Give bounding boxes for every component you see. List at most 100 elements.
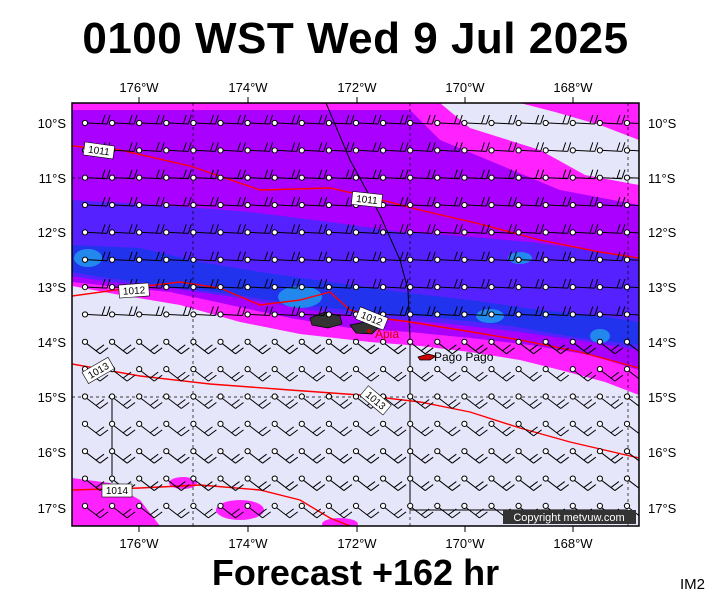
lat-label-right: 13°S <box>648 280 677 295</box>
lon-label-top: 170°W <box>445 80 485 95</box>
wind-barb <box>217 169 246 181</box>
wind-barb <box>298 420 326 437</box>
wind-barb <box>190 142 219 154</box>
wind-barb <box>244 251 274 263</box>
wind-barb <box>271 114 301 127</box>
wind-barb <box>461 306 490 318</box>
wind-barb <box>569 448 597 464</box>
wind-barb <box>163 306 192 318</box>
wind-barb <box>488 224 517 236</box>
wind-barb <box>569 169 599 181</box>
wind-barb <box>109 169 138 181</box>
wind-barb <box>298 251 328 263</box>
wind-barb <box>488 169 517 181</box>
wind-barb <box>298 338 326 355</box>
wind-barb <box>380 338 407 355</box>
wind-barb <box>596 475 624 491</box>
wind-barb <box>325 338 353 355</box>
wind-barb <box>190 393 217 409</box>
isobar-label: 1011 <box>82 141 116 160</box>
lon-label-top: 174°W <box>228 80 268 95</box>
wind-barb <box>623 284 639 291</box>
wind-barb <box>434 196 463 209</box>
wind-barb <box>407 196 436 209</box>
wind-barb <box>434 366 461 382</box>
wind-barb <box>352 251 382 263</box>
wind-barb <box>244 196 274 209</box>
wind-barb <box>623 256 639 263</box>
wind-barb <box>569 475 597 491</box>
wind-barb <box>515 448 542 464</box>
wind-barb <box>190 114 219 127</box>
wind-barb <box>217 338 244 355</box>
wind-barb <box>163 169 192 181</box>
lat-label-left: 16°S <box>38 445 67 460</box>
wind-barb <box>569 278 599 291</box>
wind-barb <box>488 366 515 382</box>
wind-barb <box>81 420 109 437</box>
wind-barb <box>217 420 244 437</box>
lat-label-right: 11°S <box>648 171 676 186</box>
wind-barb <box>461 278 490 291</box>
wind-barb <box>325 251 355 263</box>
wind-barb <box>298 142 328 154</box>
wind-barb <box>190 306 219 318</box>
wind-barb <box>352 224 382 236</box>
wind-barb <box>271 251 301 263</box>
map-frame <box>71 102 640 527</box>
wind-barb <box>407 475 434 491</box>
wind-barb <box>81 393 109 409</box>
wind-barb <box>352 114 382 127</box>
wind-barb <box>190 224 219 236</box>
wind-barb <box>488 448 515 464</box>
wind-barb <box>136 393 163 409</box>
wind-barb <box>515 196 545 209</box>
copyright-text: Copyright metvuw.com <box>513 512 624 524</box>
wind-barb <box>515 224 545 236</box>
wind-barb <box>298 196 328 209</box>
svg-text:1012: 1012 <box>123 285 146 298</box>
lat-label-left: 15°S <box>38 390 67 405</box>
wind-barb <box>569 142 599 154</box>
wind-barb <box>596 393 624 409</box>
wind-barb <box>488 475 515 491</box>
wind-barb <box>542 142 572 154</box>
wind-barb <box>352 502 380 519</box>
wind-barb <box>434 502 461 519</box>
wind-barb <box>217 393 244 409</box>
wind-barb <box>163 142 192 154</box>
wind-barb <box>271 420 298 437</box>
wind-barb <box>163 114 192 127</box>
wind-barb <box>163 251 192 263</box>
wind-barb <box>461 142 490 154</box>
wind-barb <box>623 448 639 462</box>
wind-barb <box>434 475 461 491</box>
wind-barb <box>515 169 545 181</box>
wind-barb <box>623 174 639 181</box>
wind-barb <box>380 142 409 154</box>
isobar-label: 1012 <box>118 282 150 299</box>
wind-barb <box>434 251 463 263</box>
wind-barb <box>163 448 190 464</box>
wind-barb <box>298 114 328 127</box>
wind-barb <box>488 338 515 355</box>
wind-barb <box>380 502 407 519</box>
wind-barb <box>190 338 217 355</box>
wind-barb <box>109 420 136 437</box>
wind-barb <box>515 338 542 355</box>
wind-barb <box>542 420 569 437</box>
wind-barb <box>596 169 626 181</box>
wind-barb <box>461 475 488 491</box>
wind-barb <box>271 502 298 519</box>
wind-barb <box>596 278 626 291</box>
wind-barb <box>163 196 192 209</box>
wind-barb <box>407 366 434 382</box>
svg-text:1014: 1014 <box>106 486 129 497</box>
wind-barb <box>407 142 436 154</box>
wind-barb <box>271 366 298 382</box>
wind-barb <box>407 224 436 236</box>
wind-barb <box>136 338 163 355</box>
wind-barb <box>244 114 274 127</box>
wind-barb <box>542 366 569 382</box>
wind-barb <box>407 114 436 127</box>
